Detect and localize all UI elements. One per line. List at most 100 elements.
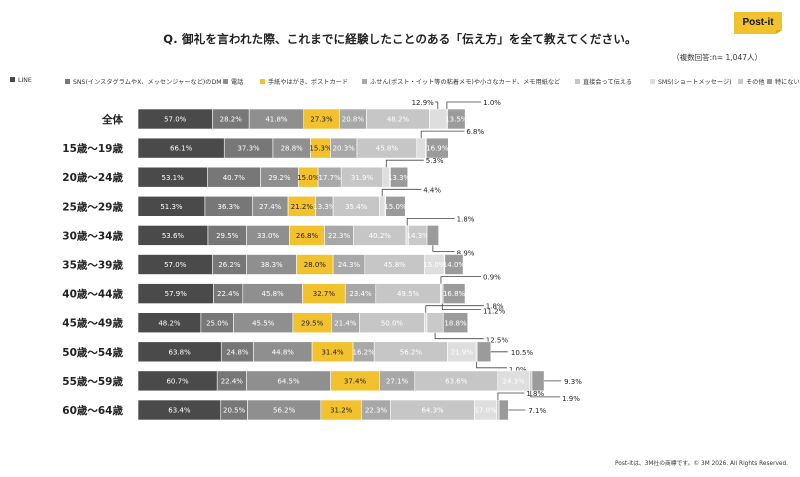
data-label: 63.4% — [168, 407, 191, 415]
callout-leader — [432, 245, 455, 252]
data-label: 32.7% — [313, 290, 336, 298]
data-label: 56.2% — [273, 407, 296, 415]
callout-leader — [385, 159, 424, 168]
category-label: 45歳〜49歳 — [62, 317, 123, 330]
data-label: 27.1% — [386, 378, 409, 386]
callout-label: 1.8% — [486, 303, 504, 311]
data-label: 51.3% — [160, 203, 183, 211]
data-label: 21.9% — [451, 348, 474, 356]
bar-segment — [426, 225, 439, 246]
callout-label: 12.5% — [486, 337, 509, 345]
data-label: 24.8% — [226, 348, 249, 356]
callout-leader — [420, 130, 465, 139]
data-label: 15.0% — [384, 203, 407, 211]
callout-label: 12.9% — [412, 99, 435, 107]
data-label: 49.5% — [397, 290, 420, 298]
data-label: 23.4% — [349, 290, 372, 298]
callout-leader — [425, 305, 484, 313]
data-label: 64.3% — [421, 407, 444, 415]
callout-label: 6.8% — [466, 128, 484, 136]
callout-leader — [381, 188, 422, 197]
data-label: 31.9% — [351, 174, 374, 182]
data-label: 37.3% — [237, 145, 260, 153]
callout-label: 0.9% — [483, 274, 501, 282]
legend-swatch — [10, 77, 15, 82]
data-label: 29.5% — [301, 319, 324, 327]
callout-label: 9.3% — [564, 378, 582, 386]
legend-item: LINE — [10, 77, 32, 84]
data-label: 21.4% — [334, 319, 357, 327]
bar-segment — [426, 312, 444, 334]
legend: LINE SNS(インスタグラムやX、メッセンジャーなど)のDM 電話 手紙やはがき、… — [10, 77, 800, 89]
legend-label: 直接会って伝える — [583, 79, 633, 86]
logo-note-shape — [734, 12, 782, 34]
data-label: 20.3% — [333, 145, 356, 153]
data-label: 21.2% — [291, 203, 314, 211]
data-label: 16.9% — [426, 145, 449, 153]
legend-label: 電話 — [231, 79, 244, 86]
callout-leader — [530, 390, 561, 398]
bar-segment — [416, 137, 426, 159]
data-label: 28.0% — [304, 261, 327, 269]
data-label: 41.8% — [265, 116, 288, 124]
data-label: 50.0% — [381, 319, 404, 327]
bar-segment — [442, 312, 469, 334]
bar-segment — [385, 196, 406, 217]
callout-label: 4.4% — [423, 186, 441, 194]
bar-segment — [529, 370, 533, 392]
legend-label: SMS(ショートメッセージ) — [658, 79, 732, 86]
bar-segment — [496, 399, 500, 421]
bar-segment — [476, 341, 492, 363]
callout-leader — [440, 276, 482, 284]
data-label: 26.8% — [296, 232, 319, 240]
data-label: 25.0% — [206, 319, 229, 327]
data-label: 14.3% — [407, 232, 430, 240]
data-label: 63.6% — [445, 378, 468, 386]
legend-item: ふせん(ポスト・イット等の粘着メモ)や小さなカード、メモ用紙など — [362, 77, 560, 86]
data-label: 20.5% — [223, 407, 246, 415]
callout-leader — [434, 332, 484, 340]
data-label: 57.0% — [164, 261, 187, 269]
bar-segment — [390, 166, 409, 188]
data-label: 22.4% — [217, 290, 240, 298]
data-label: 57.0% — [164, 116, 187, 124]
legend-item: SMS(ショートメッセージ) — [650, 77, 732, 86]
data-label: 35.4% — [345, 203, 368, 211]
category-label: 50歳〜54歳 — [62, 346, 123, 359]
data-label: 13.5% — [445, 116, 468, 124]
category-label: 55歳〜59歳 — [62, 375, 123, 388]
callout-label: 8.9% — [457, 249, 475, 257]
bar-segment — [531, 370, 545, 392]
callout-label: 10.5% — [511, 349, 534, 357]
bar-segment — [444, 254, 464, 275]
category-label: 20歳〜24歳 — [62, 171, 123, 184]
legend-label: 特にない — [775, 79, 800, 86]
callout-label: 1.8% — [526, 390, 544, 398]
category-label: 40歳〜44歳 — [62, 288, 123, 301]
data-label: 28.8% — [281, 145, 304, 153]
callout-leader — [434, 101, 439, 109]
legend-label: ふせん(ポスト・イット等の粘着メモ)や小さなカード、メモ用紙など — [370, 79, 561, 86]
data-label: 18.8% — [444, 319, 467, 327]
data-label: 17.0% — [475, 407, 498, 415]
bar-segment — [442, 283, 466, 304]
callout-leader — [441, 303, 482, 310]
data-label: 16.8% — [443, 290, 466, 298]
data-label: 15.0% — [297, 174, 320, 182]
data-label: 22.3% — [365, 407, 388, 415]
callout-leader — [476, 361, 507, 369]
legend-item: 手紙やはがき、ポストカード — [260, 77, 348, 86]
data-label: 37.4% — [344, 378, 367, 386]
data-label: 45.8% — [262, 290, 285, 298]
legend-item: SNS(インスタグラムやX、メッセンジャーなど)のDM — [65, 77, 222, 86]
data-label: 28.2% — [220, 116, 243, 124]
data-label: 48.2% — [158, 319, 181, 327]
data-label: 38.3% — [260, 261, 283, 269]
legend-label: LINE — [18, 77, 32, 84]
data-label: 24.3% — [503, 378, 526, 386]
category-label: 30歳〜34歳 — [62, 229, 123, 242]
data-label: 13.3% — [388, 174, 411, 182]
copyright-footer: Post-itは、3M社の商標です。© 3M 2026. All Rights … — [615, 461, 788, 467]
callout-label: 5.3% — [426, 157, 444, 165]
